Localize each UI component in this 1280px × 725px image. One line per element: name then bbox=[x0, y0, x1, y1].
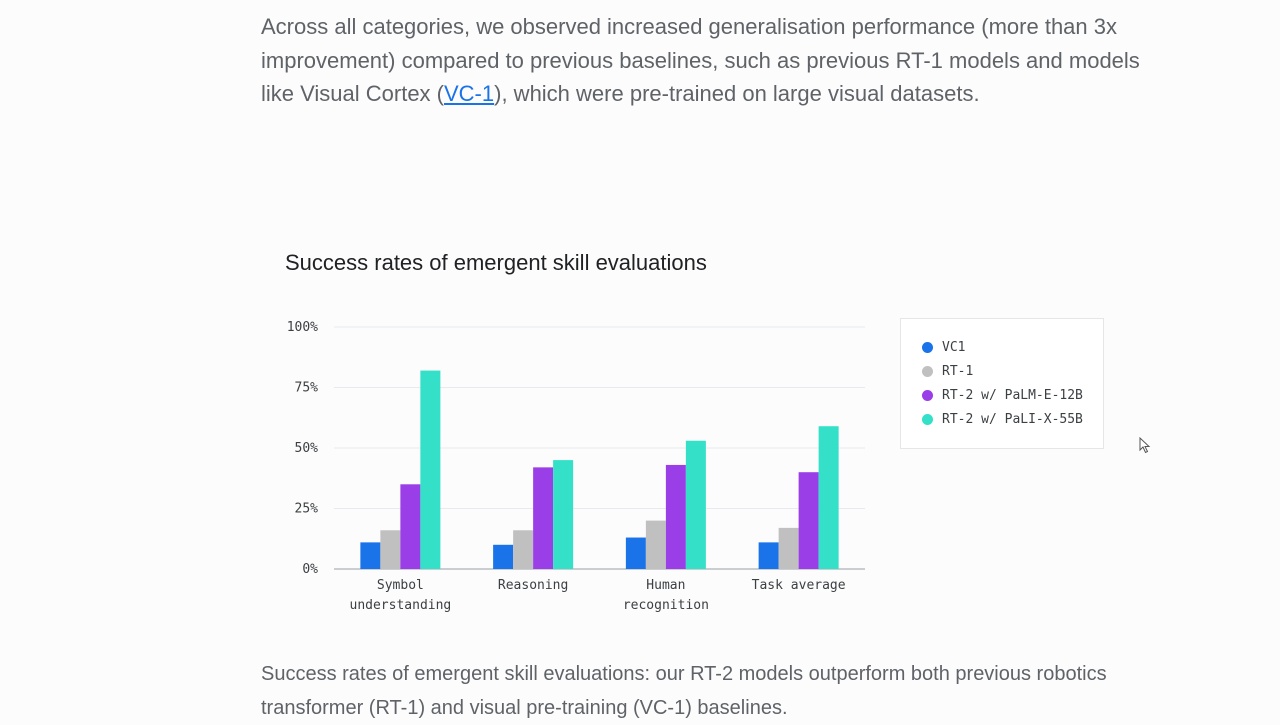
intro-paragraph: Across all categories, we observed incre… bbox=[261, 10, 1141, 111]
y-tick-label: 100% bbox=[287, 320, 318, 335]
x-tick-label: Symbol understanding bbox=[350, 578, 452, 613]
mouse-cursor-icon bbox=[1139, 437, 1151, 454]
bar bbox=[400, 484, 421, 569]
bar bbox=[645, 520, 666, 569]
legend-item: RT-2 w/ PaLM-E-12B bbox=[922, 383, 1103, 407]
legend-swatch bbox=[922, 389, 933, 401]
legend-label: RT-1 bbox=[942, 363, 974, 379]
legend-swatch bbox=[922, 341, 933, 353]
legend-item: RT-2 w/ PaLI-X-55B bbox=[922, 407, 1103, 431]
bar-chart: 0% 25% 50% 75% 100% Symbol understanding Reason… bbox=[287, 320, 865, 613]
chart-title: Success rates of emergent skill evaluati… bbox=[285, 250, 707, 275]
bar bbox=[553, 460, 574, 569]
bar bbox=[625, 537, 646, 569]
y-tick-label: 75% bbox=[295, 381, 319, 396]
legend-swatch bbox=[922, 365, 933, 377]
bar bbox=[380, 530, 401, 569]
chart-legend: VC1 RT-1 RT-2 w/ PaLM-E-12B RT-2 w/ PaLI-X-… bbox=[900, 318, 1104, 449]
bar bbox=[420, 370, 441, 569]
y-tick-label: 50% bbox=[295, 441, 319, 456]
figure-caption: Success rates of emergent skill evaluati… bbox=[261, 663, 1107, 719]
y-tick-label: 0% bbox=[302, 562, 318, 577]
bar bbox=[798, 472, 819, 569]
legend-item: VC1 bbox=[922, 335, 1103, 359]
intro-text-before: Across all categories, we observed incre… bbox=[261, 14, 1140, 106]
bar bbox=[818, 426, 839, 569]
intro-text-after: ), which were pre-trained on large visua… bbox=[494, 81, 980, 106]
legend-label: VC1 bbox=[942, 339, 966, 355]
x-tick-label: Human recognition bbox=[623, 578, 709, 613]
legend-item: RT-1 bbox=[922, 359, 1103, 383]
bar bbox=[493, 544, 514, 569]
bar bbox=[778, 527, 799, 569]
legend-label: RT-2 w/ PaLM-E-12B bbox=[942, 387, 1083, 403]
bar bbox=[360, 542, 381, 569]
bar bbox=[758, 542, 779, 569]
legend-label: RT-2 w/ PaLI-X-55B bbox=[942, 411, 1083, 427]
vc1-link[interactable]: VC-1 bbox=[444, 81, 495, 106]
bar bbox=[665, 464, 686, 569]
bar bbox=[685, 440, 706, 569]
bar bbox=[533, 467, 554, 569]
x-tick-label: Task average bbox=[752, 578, 846, 593]
y-tick-label: 25% bbox=[295, 502, 319, 517]
legend-swatch bbox=[922, 413, 933, 425]
bar bbox=[513, 530, 534, 569]
x-tick-label: Reasoning bbox=[498, 578, 568, 593]
